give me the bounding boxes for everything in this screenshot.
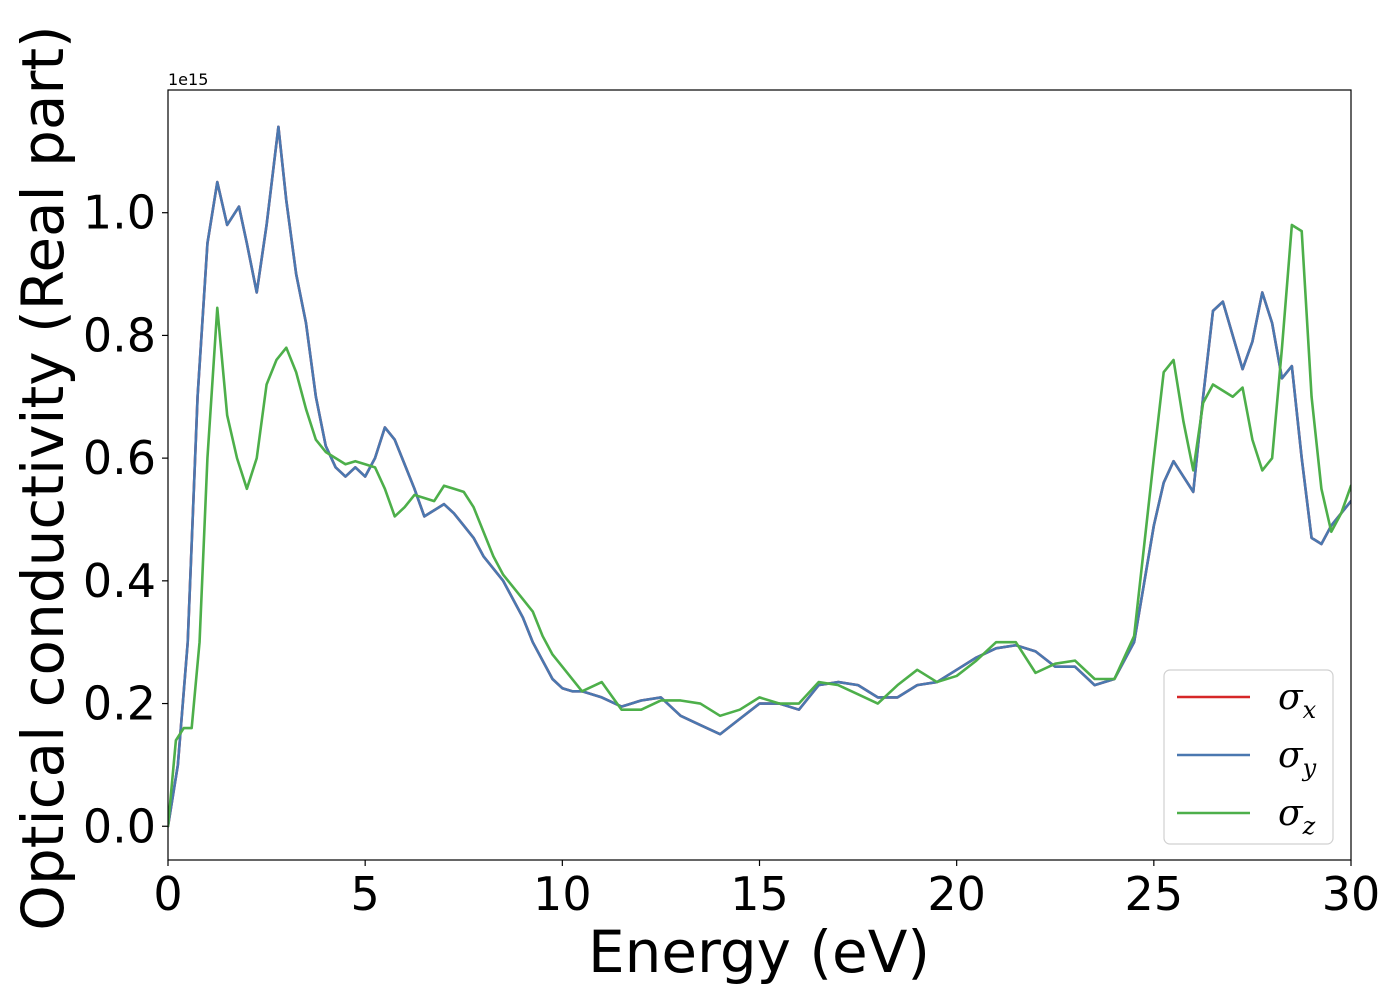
x-tick-label: 10	[533, 867, 592, 921]
x-axis-ticks: 0 5 10 15 20 25 30	[153, 860, 1380, 921]
y-tick-label: 0.4	[83, 554, 156, 608]
y-axis-title: Optical conductivity (Real part)	[9, 25, 77, 930]
y-axis-offset-label: 1e15	[168, 70, 208, 89]
x-axis-title: Energy (eV)	[588, 918, 930, 986]
legend-entry-σx: σx	[1177, 677, 1317, 724]
legend-entry-σy: σy	[1177, 735, 1317, 782]
legend-label: σy	[1278, 735, 1317, 782]
legend-label: σz	[1278, 793, 1316, 840]
y-tick-label: 1.0	[83, 186, 156, 240]
y-axis-ticks: 0.0 0.2 0.4 0.6 0.8 1.0	[83, 186, 168, 853]
x-tick-label: 25	[1125, 867, 1184, 921]
legend-box	[1163, 669, 1334, 845]
x-tick-label: 0	[153, 867, 182, 921]
y-tick-label: 0.6	[83, 431, 156, 485]
legend-label: σx	[1278, 677, 1317, 724]
legend-entry-σz: σz	[1177, 793, 1316, 840]
x-tick-label: 5	[351, 867, 380, 921]
y-tick-label: 0.2	[83, 677, 156, 731]
x-tick-label: 20	[927, 867, 986, 921]
x-tick-label: 15	[730, 867, 789, 921]
y-tick-label: 0.8	[83, 308, 156, 362]
legend: σx σy σz	[1163, 669, 1334, 845]
series-lines	[168, 125, 1351, 828]
y-tick-label: 0.0	[83, 799, 156, 853]
series-line-σz	[168, 223, 1351, 828]
x-tick-label: 30	[1322, 867, 1381, 921]
